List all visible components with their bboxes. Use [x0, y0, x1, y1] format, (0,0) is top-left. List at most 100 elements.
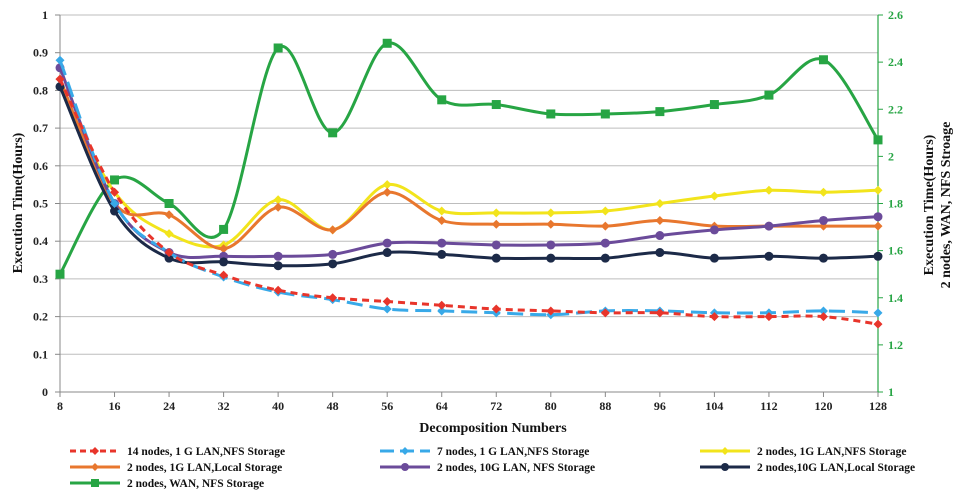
y-tick-label: 1 [42, 8, 48, 22]
axes [55, 14, 883, 397]
y-tick-label: 0.1 [33, 347, 48, 361]
data-point [437, 300, 447, 310]
data-point [764, 90, 774, 100]
legend-marker [91, 447, 99, 455]
data-point [219, 244, 229, 254]
data-point [219, 257, 229, 267]
data-point [818, 187, 828, 197]
data-point [818, 312, 828, 322]
data-point [491, 208, 501, 218]
y2-tick-label: 2.2 [888, 102, 903, 116]
legend-marker [91, 479, 99, 487]
data-point [873, 185, 883, 195]
data-point [873, 251, 883, 261]
data-point [491, 240, 501, 250]
tick-labels: 8 16 24 32 40 48 56 64 72 80 88 96 104 112 120 12800.10… [33, 8, 903, 413]
data-point [382, 187, 392, 197]
data-point [600, 253, 610, 263]
data-point [382, 297, 392, 307]
legend-item: 2 nodes, 1G LAN,NFS Storage [700, 446, 907, 458]
data-point [600, 308, 610, 318]
data-point [655, 215, 665, 225]
data-point [764, 251, 774, 261]
data-point [382, 248, 392, 258]
x-tick-label: 128 [869, 399, 887, 413]
y2-tick-label: 2 [888, 149, 894, 163]
series-1 [55, 74, 883, 329]
data-point [491, 100, 501, 110]
x-tick-label: 56 [381, 399, 393, 413]
data-point [110, 199, 120, 208]
data-point [164, 229, 174, 239]
data-point [55, 269, 65, 279]
data-point [437, 215, 447, 225]
legend-marker [401, 463, 409, 471]
data-point [655, 308, 665, 318]
data-point [110, 206, 120, 216]
legend-marker [721, 463, 729, 471]
data-point [382, 180, 392, 190]
x-tick-label: 72 [490, 399, 502, 413]
legend-marker [401, 447, 409, 455]
data-point [764, 185, 774, 195]
y2-tick-label: 2.6 [888, 8, 903, 22]
data-point [709, 191, 719, 201]
data-point [818, 215, 828, 225]
data-point [273, 202, 283, 212]
y2-tick-label: 2.4 [888, 55, 903, 69]
y-axis-label: Execution Time(Hours) [11, 132, 26, 273]
series-line [58, 78, 879, 326]
x-tick-label: 96 [654, 399, 666, 413]
data-point [655, 107, 665, 117]
data-point [164, 210, 174, 220]
data-point [491, 219, 501, 229]
data-point [546, 253, 556, 263]
y2-tick-label: 1.4 [888, 291, 903, 305]
data-point [600, 238, 610, 248]
data-point [600, 206, 610, 216]
data-point [437, 238, 447, 248]
x-tick-label: 40 [272, 399, 284, 413]
data-point [273, 43, 283, 53]
series-7 [55, 38, 883, 279]
data-point [546, 240, 556, 250]
data-point [382, 238, 392, 248]
data-point [546, 208, 556, 218]
data-point [491, 253, 501, 263]
legend-item: 2 nodes, 1G LAN,Local Storage [70, 462, 282, 474]
x-tick-label: 16 [109, 399, 121, 413]
y-tick-label: 0.9 [33, 46, 48, 60]
data-point [328, 259, 338, 269]
y-tick-label: 0.5 [33, 197, 48, 211]
legend-item: 7 nodes, 1 G LAN,NFS Storage [380, 446, 589, 458]
y2-tick-label: 1.2 [888, 338, 903, 352]
data-point [818, 306, 828, 316]
legend-marker [721, 447, 729, 455]
y2-tick-label: 1.8 [888, 197, 903, 211]
data-point [655, 199, 665, 208]
legend-item: 2 nodes,10G LAN,Local Storage [700, 462, 915, 474]
data-point [437, 306, 447, 316]
legend-item: 2 nodes, WAN, NFS Storage [70, 478, 264, 490]
data-point [600, 109, 610, 119]
series-3 [55, 82, 883, 250]
grid-lines [60, 14, 878, 355]
y-tick-label: 0.3 [33, 272, 48, 286]
data-point [55, 55, 65, 65]
legend-label: 2 nodes, 10G LAN, NFS Storage [437, 462, 595, 474]
y2-axis-label-line1: Execution Time(Hours) [922, 134, 937, 275]
data-point [546, 306, 556, 316]
data-point [709, 225, 719, 235]
data-point [110, 187, 120, 197]
legend-label: 2 nodes,10G LAN,Local Storage [757, 462, 915, 474]
legend-label: 2 nodes, 1G LAN,Local Storage [127, 462, 282, 474]
data-point [328, 293, 338, 303]
data-point [273, 261, 283, 271]
data-point [546, 219, 556, 229]
data-point [709, 253, 719, 263]
data-point [655, 231, 665, 241]
data-point [709, 100, 719, 110]
series-line [58, 41, 880, 275]
y2-tick-label: 1.6 [888, 244, 903, 258]
legend-label: 14 nodes, 1 G LAN,NFS Storage [127, 446, 285, 458]
